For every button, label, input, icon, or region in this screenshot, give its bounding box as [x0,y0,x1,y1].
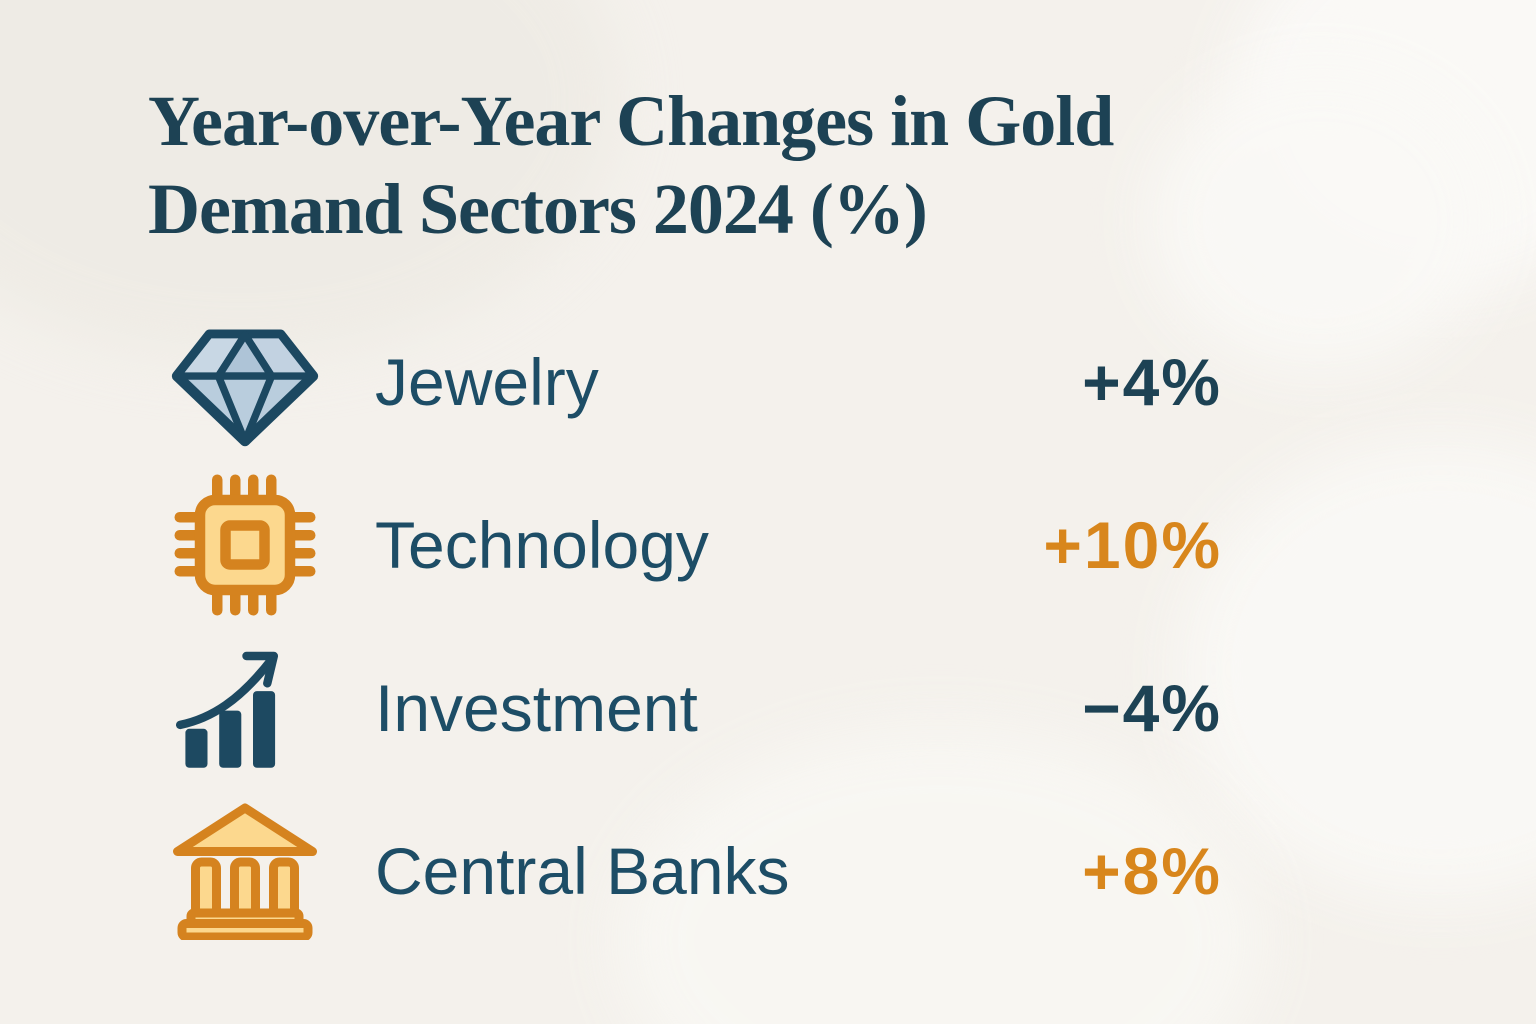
sector-value: +10% [1043,508,1222,582]
sector-label: Central Banks [375,834,790,908]
background-blob [1180,440,1536,900]
sector-label: Jewelry [375,345,599,419]
sector-list: Jewelry +4% [170,312,1222,964]
sector-label: Technology [375,508,709,582]
sector-value: −4% [1082,671,1222,745]
sector-label: Investment [375,671,698,745]
diamond-icon [170,312,330,452]
page-title: Year-over-Year Changes in Gold Demand Se… [148,81,1114,249]
sector-value: +8% [1082,834,1222,908]
microchip-icon [170,474,330,616]
growth-chart-icon [170,638,330,778]
list-item-technology: Technology +10% [170,474,1222,616]
list-item-jewelry: Jewelry +4% [170,312,1222,452]
bank-icon [170,801,330,941]
list-item-investment: Investment −4% [170,638,1222,778]
list-item-central-banks: Central Banks +8% [170,801,1222,941]
sector-value: +4% [1082,345,1222,419]
